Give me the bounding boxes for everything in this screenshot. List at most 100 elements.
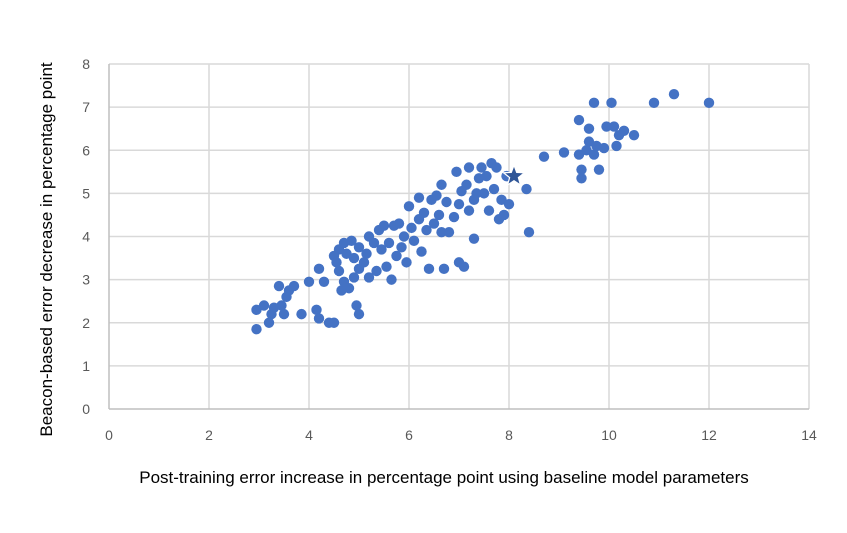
data-point — [346, 235, 357, 247]
x-tick-label: 8 — [505, 427, 513, 443]
data-point — [481, 170, 492, 182]
data-point — [461, 179, 472, 190]
data-point — [471, 188, 482, 199]
data-point — [303, 276, 315, 287]
data-point — [453, 198, 465, 210]
data-point — [503, 198, 515, 210]
data-point — [436, 179, 447, 190]
x-tick-label: 2 — [205, 427, 213, 443]
data-point — [428, 218, 440, 229]
y-tick-label: 6 — [82, 142, 90, 158]
data-point — [398, 231, 410, 242]
data-point — [413, 192, 425, 203]
data-point — [521, 183, 532, 195]
data-point — [608, 121, 620, 132]
data-point — [273, 280, 285, 292]
data-point — [441, 196, 452, 208]
data-point — [296, 308, 307, 320]
data-point — [258, 300, 270, 311]
data-point — [491, 162, 502, 173]
data-point — [288, 280, 300, 292]
data-point — [371, 265, 382, 277]
data-point — [538, 151, 550, 162]
data-point — [438, 263, 450, 275]
data-point — [391, 250, 402, 262]
x-tick-label: 14 — [801, 427, 817, 443]
data-point — [448, 211, 460, 223]
data-point — [251, 324, 262, 335]
data-point — [606, 97, 617, 109]
x-tick-label: 12 — [701, 427, 717, 443]
data-point — [343, 283, 355, 294]
y-tick-label: 8 — [82, 56, 90, 72]
axes — [108, 64, 809, 410]
data-point — [348, 252, 360, 264]
data-point — [458, 261, 470, 272]
data-point — [423, 263, 435, 275]
data-point — [593, 164, 605, 175]
data-point — [313, 313, 325, 324]
data-point — [598, 142, 610, 154]
x-axis-title: Post-training error increase in percenta… — [139, 468, 749, 487]
y-tick-label: 4 — [82, 229, 90, 245]
data-point — [628, 129, 640, 141]
highlight-star-point — [501, 163, 527, 187]
data-point — [588, 97, 600, 109]
x-tick-label: 4 — [305, 427, 313, 443]
data-point — [576, 173, 587, 184]
y-tick-label: 0 — [82, 401, 90, 417]
data-point — [583, 123, 595, 134]
y-tick-label: 2 — [82, 315, 90, 331]
data-point — [383, 237, 395, 249]
data-point — [263, 317, 275, 328]
data-point — [703, 97, 715, 109]
data-point — [431, 190, 442, 201]
data-point — [433, 209, 445, 221]
data-point — [611, 140, 622, 152]
data-point — [328, 317, 340, 328]
data-point — [353, 308, 365, 320]
data-point — [396, 242, 407, 253]
data-point — [668, 88, 680, 100]
data-point — [573, 114, 585, 126]
data-point — [376, 244, 387, 255]
y-tick-label: 5 — [82, 185, 90, 201]
data-point — [358, 257, 370, 268]
data-point — [468, 233, 480, 244]
data-point — [351, 300, 362, 311]
data-point — [418, 207, 430, 218]
data-point — [318, 276, 330, 287]
data-point — [311, 304, 322, 316]
y-tick-label: 1 — [82, 358, 90, 374]
data-point — [403, 201, 415, 212]
data-point — [276, 300, 287, 311]
data-points — [251, 88, 715, 335]
data-point — [488, 183, 500, 195]
data-point — [363, 272, 375, 283]
x-tick-label: 10 — [601, 427, 617, 443]
data-point — [648, 97, 660, 109]
data-point — [393, 218, 405, 229]
axis-titles: Post-training error increase in percenta… — [37, 62, 749, 487]
data-point — [576, 164, 587, 175]
data-point — [436, 226, 447, 238]
data-point — [523, 226, 535, 238]
data-point — [451, 166, 462, 178]
data-point — [443, 226, 455, 238]
data-point — [313, 263, 325, 275]
x-tick-label: 6 — [405, 427, 413, 443]
data-point — [381, 261, 392, 272]
data-point — [588, 149, 600, 160]
data-point — [331, 257, 342, 268]
data-point — [476, 162, 487, 173]
data-point — [361, 248, 372, 259]
grid-lines — [109, 63, 810, 409]
y-tick-label: 3 — [82, 272, 90, 288]
data-point — [401, 257, 412, 268]
x-tick-label: 0 — [105, 427, 113, 443]
data-point — [421, 224, 432, 236]
y-axis-title: Beacon-based error decrease in percentag… — [37, 62, 56, 437]
